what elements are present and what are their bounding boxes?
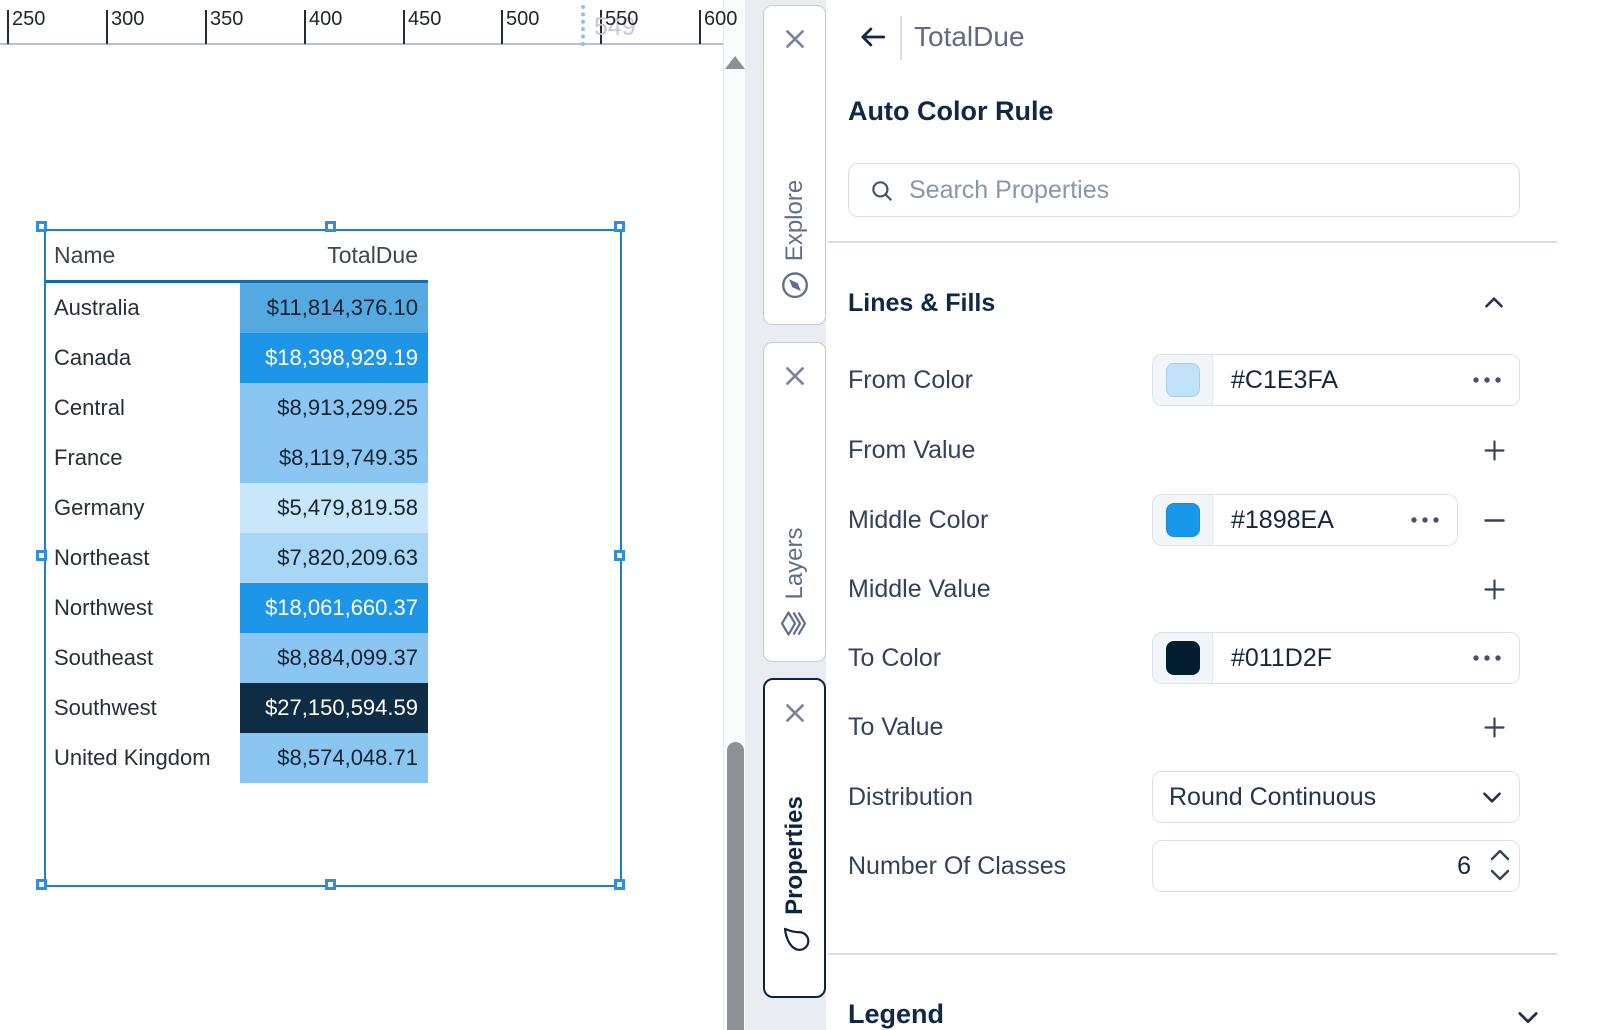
scrollbar-thumb[interactable] — [727, 742, 744, 1030]
search-properties-box[interactable] — [848, 163, 1520, 217]
table-row[interactable]: United Kingdom $8,574,048.71 — [45, 733, 428, 783]
compass-icon — [781, 272, 808, 299]
layers-icon — [780, 611, 806, 636]
table-row[interactable]: France $8,119,749.35 — [45, 433, 428, 483]
from-color-picker[interactable]: #C1E3FA — [1152, 354, 1520, 406]
rule-heading: Auto Color Rule — [848, 96, 1054, 126]
design-canvas[interactable]: 250 300 350 400 450 500 550 600 549 Name… — [0, 0, 737, 1030]
resize-handle-top-right[interactable] — [613, 220, 625, 232]
to-color-label: To Color — [848, 644, 942, 672]
from-color-hex: #C1E3FA — [1231, 365, 1339, 394]
middle-color-picker[interactable]: #1898EA — [1152, 494, 1458, 546]
remove-middle-color-minus-icon[interactable] — [1481, 507, 1508, 534]
tab-properties-label: Properties — [780, 796, 808, 915]
table-row[interactable]: Germany $5,479,819.58 — [45, 483, 428, 533]
add-to-value-plus-icon[interactable] — [1481, 714, 1508, 741]
column-header-name[interactable]: Name — [54, 242, 116, 268]
column-header-totaldue[interactable]: TotalDue — [327, 242, 418, 268]
horizontal-ruler: 250 300 350 400 450 500 550 600 549 — [0, 0, 737, 46]
report-table[interactable]: Name TotalDue Australia $11,814,376.10 Ca… — [45, 231, 428, 783]
tab-layers-label: Layers — [780, 527, 808, 600]
legend-heading[interactable]: Legend — [848, 999, 945, 1029]
canvas-vertical-scrollbar[interactable] — [723, 0, 745, 1030]
section-divider — [828, 241, 1557, 243]
number-of-classes-input[interactable] — [1153, 841, 1519, 891]
table-row[interactable]: Northwest $18,061,660.37 — [45, 583, 428, 633]
table-row[interactable]: Central $8,913,299.25 — [45, 383, 428, 433]
from-color-swatch[interactable] — [1165, 363, 1200, 397]
resize-handle-top-center[interactable] — [324, 220, 336, 232]
close-icon[interactable] — [782, 700, 808, 726]
panel-title: TotalDue — [914, 21, 1025, 52]
distribution-label: Distribution — [848, 783, 974, 811]
close-icon[interactable] — [782, 363, 808, 389]
back-arrow-icon[interactable] — [858, 22, 888, 52]
tab-properties[interactable]: Properties — [763, 678, 826, 998]
table-header-row: Name TotalDue — [45, 231, 428, 283]
table-row[interactable]: Northeast $7,820,209.63 — [45, 533, 428, 583]
scroll-up-arrow-icon[interactable] — [725, 56, 745, 69]
ruler-cursor-indicator — [581, 5, 585, 46]
distribution-value: Round Continuous — [1169, 782, 1377, 811]
resize-handle-bottom-right[interactable] — [613, 878, 625, 890]
legend-chevron-down-icon[interactable] — [1514, 1003, 1542, 1030]
middle-color-swatch[interactable] — [1165, 503, 1200, 537]
from-value-label: From Value — [848, 436, 976, 464]
search-input[interactable] — [909, 164, 1509, 216]
tab-explore[interactable]: Explore — [763, 5, 826, 325]
more-options-icon[interactable] — [1409, 516, 1441, 524]
middle-value-label: Middle Value — [848, 575, 991, 603]
add-middle-value-plus-icon[interactable] — [1481, 576, 1508, 603]
middle-color-hex: #1898EA — [1231, 505, 1334, 534]
more-options-icon[interactable] — [1471, 376, 1503, 384]
spinner-up-icon[interactable] — [1489, 848, 1511, 862]
table-row[interactable]: Southeast $8,884,099.37 — [45, 633, 428, 683]
number-of-classes-label: Number Of Classes — [848, 852, 1067, 880]
table-row[interactable]: Southwest $27,150,594.59 — [45, 683, 428, 733]
header-divider — [900, 16, 902, 60]
chevron-down-icon — [1483, 792, 1501, 803]
spinner-down-icon[interactable] — [1489, 868, 1511, 882]
color-swatch-cell[interactable] — [1153, 633, 1213, 683]
ruler-position-value: 549 — [594, 13, 636, 41]
from-color-label: From Color — [848, 366, 974, 394]
to-color-hex: #011D2F — [1231, 643, 1332, 672]
number-of-classes-control[interactable] — [1152, 840, 1520, 892]
to-color-picker[interactable]: #011D2F — [1152, 632, 1520, 684]
color-swatch-cell[interactable] — [1153, 355, 1213, 405]
resize-handle-mid-right[interactable] — [613, 549, 625, 561]
properties-icon — [783, 927, 809, 951]
distribution-dropdown[interactable]: Round Continuous — [1152, 771, 1520, 823]
more-options-icon[interactable] — [1471, 654, 1503, 662]
tab-explore-label: Explore — [780, 179, 808, 262]
section-divider — [828, 953, 1557, 955]
to-color-swatch[interactable] — [1165, 641, 1200, 675]
middle-color-label: Middle Color — [848, 506, 989, 534]
to-value-label: To Value — [848, 713, 944, 741]
resize-handle-bottom-center[interactable] — [324, 878, 336, 890]
table-row[interactable]: Canada $18,398,929.19 — [45, 333, 428, 383]
close-icon[interactable] — [782, 26, 808, 52]
resize-handle-mid-left[interactable] — [35, 549, 47, 561]
resize-handle-top-left[interactable] — [35, 220, 47, 232]
side-tab-rail: Explore Layers Properties — [745, 0, 826, 1030]
color-swatch-cell[interactable] — [1153, 495, 1213, 545]
search-icon — [872, 181, 892, 201]
lines-fills-heading[interactable]: Lines & Fills — [848, 289, 996, 317]
resize-handle-bottom-left[interactable] — [35, 878, 47, 890]
table-row[interactable]: Australia $11,814,376.10 — [45, 283, 428, 333]
add-from-value-plus-icon[interactable] — [1481, 437, 1508, 464]
collapse-chevron-up-icon[interactable] — [1481, 290, 1507, 316]
tab-layers[interactable]: Layers — [763, 342, 826, 662]
number-spinner[interactable] — [1489, 848, 1511, 882]
properties-panel: TotalDue Auto Color Rule Lines & Fills F… — [826, 0, 1623, 1030]
